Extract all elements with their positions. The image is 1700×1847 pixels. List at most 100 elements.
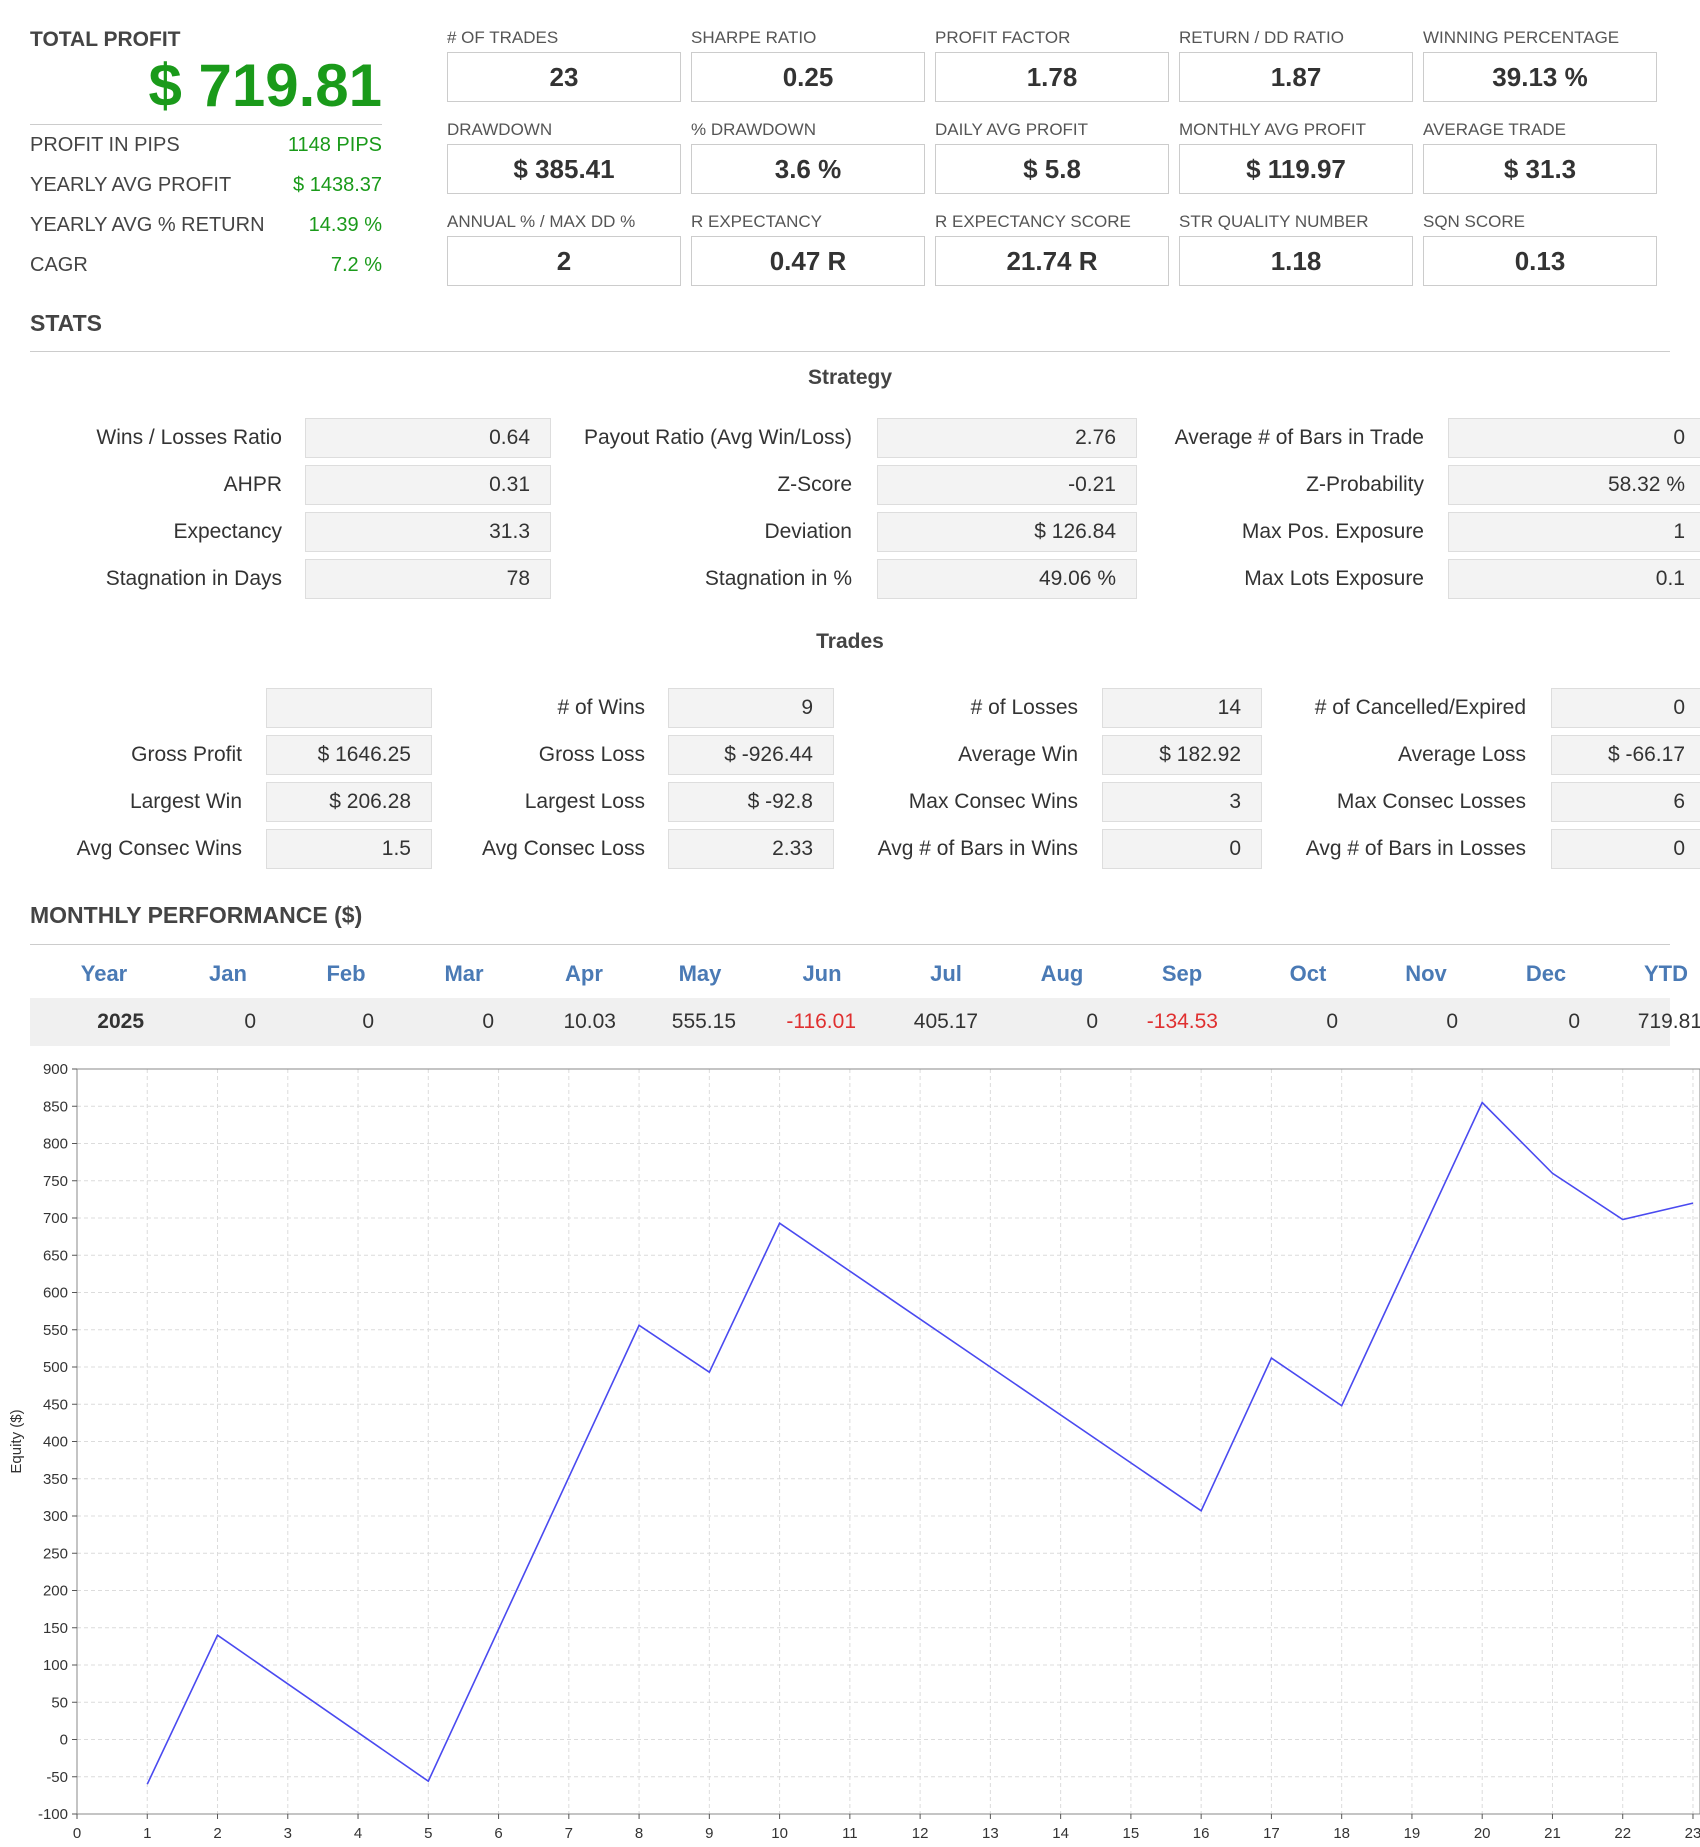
y-tick-label: -50 — [46, 1769, 68, 1786]
metrics-grid: # OF TRADES 23 SHARPE RATIO 0.25 PROFIT FACT… — [447, 28, 1661, 304]
x-tick-label: 22 — [1614, 1825, 1631, 1842]
y-axis-label: Equity ($) — [8, 1409, 25, 1473]
month-year: 2025 — [97, 1010, 144, 1033]
stat-label: Payout Ratio (Avg Win/Loss) — [583, 426, 852, 449]
metric-value: 21.74 R — [935, 236, 1169, 286]
metric-value: 0.25 — [691, 52, 925, 102]
stat-label: Max Lots Exposure — [1244, 567, 1424, 590]
y-tick-label: 150 — [43, 1620, 68, 1637]
x-tick-label: 12 — [912, 1825, 929, 1842]
month-header: Jan — [209, 961, 247, 986]
metric-value: 0.47 R — [691, 236, 925, 286]
metric-label: SQN SCORE — [1423, 212, 1526, 231]
metric-card: MONTHLY AVG PROFIT $ 119.97 — [1179, 120, 1413, 212]
x-tick-label: 8 — [635, 1825, 643, 1842]
stat-label: Stagnation in Days — [105, 567, 282, 590]
stat-value: $ 126.84 — [877, 512, 1137, 552]
summary-label: CAGR — [30, 253, 88, 276]
trade-value: 3 — [1102, 782, 1262, 822]
month-header: YTD — [1644, 961, 1688, 986]
metric-label: DRAWDOWN — [447, 120, 553, 139]
month-header: Dec — [1525, 961, 1567, 986]
y-tick-label: -100 — [38, 1806, 68, 1823]
x-tick-label: 0 — [73, 1825, 81, 1842]
x-tick-label: 3 — [284, 1825, 292, 1842]
metric-card: % DRAWDOWN 3.6 % — [691, 120, 925, 212]
x-tick-label: 17 — [1263, 1825, 1280, 1842]
month-value: -134.53 — [1146, 1010, 1218, 1033]
summary-row: YEARLY AVG PROFIT $ 1438.37 — [30, 165, 382, 205]
trade-value: 2.33 — [668, 829, 834, 869]
trade-label: Avg Consec Loss — [481, 837, 645, 860]
metric-card: STR QUALITY NUMBER 1.18 — [1179, 212, 1413, 304]
y-tick-label: 450 — [43, 1396, 68, 1413]
metric-label: AVERAGE TRADE — [1423, 120, 1566, 139]
trade-value — [266, 688, 432, 728]
trade-value: 0 — [1102, 829, 1262, 869]
stat-label: Z-Probability — [1306, 473, 1424, 496]
stat-value: 58.32 % — [1448, 465, 1700, 505]
month-header: Aug — [1040, 961, 1084, 986]
metric-value: 39.13 % — [1423, 52, 1657, 102]
y-tick-label: 600 — [43, 1285, 68, 1302]
metric-card: RETURN / DD RATIO 1.87 — [1179, 28, 1413, 120]
y-tick-label: 50 — [51, 1694, 68, 1711]
metric-card: AVERAGE TRADE $ 31.3 — [1423, 120, 1657, 212]
x-tick-label: 5 — [424, 1825, 432, 1842]
trade-value: $ 1646.25 — [266, 735, 432, 775]
trade-value: 9 — [668, 688, 834, 728]
summary-label: PROFIT IN PIPS — [30, 133, 180, 156]
stat-label: Stagnation in % — [704, 567, 852, 590]
stat-value: 1 — [1448, 512, 1700, 552]
stat-label: Deviation — [764, 520, 852, 543]
month-value: 0 — [482, 1010, 494, 1033]
metric-card: SHARPE RATIO 0.25 — [691, 28, 925, 120]
metric-card: SQN SCORE 0.13 — [1423, 212, 1657, 304]
total-profit-value: $ 719.81 — [148, 52, 382, 119]
x-tick-label: 14 — [1052, 1825, 1069, 1842]
metric-value: 2 — [447, 236, 681, 286]
month-header: Nov — [1405, 961, 1447, 986]
strategy-title: Strategy — [807, 366, 893, 389]
metric-label: # OF TRADES — [447, 28, 559, 47]
summary-label: YEARLY AVG % RETURN — [30, 213, 265, 236]
y-tick-label: 250 — [43, 1545, 68, 1562]
metric-label: ANNUAL % / MAX DD % — [447, 212, 636, 231]
monthly-row: 2025 0 0 0 10.03 555.15 -116.01 405.17 0 -134.53 0… — [30, 998, 1700, 1046]
trade-label: # of Cancelled/Expired — [1314, 696, 1526, 719]
metric-card: DRAWDOWN $ 385.41 — [447, 120, 681, 212]
metric-value: 3.6 % — [691, 144, 925, 194]
stat-value: 0.1 — [1448, 559, 1700, 599]
metric-card: # OF TRADES 23 — [447, 28, 681, 120]
x-tick-label: 16 — [1193, 1825, 1210, 1842]
summary-value: 7.2 % — [330, 253, 382, 276]
trade-value: $ -92.8 — [668, 782, 834, 822]
month-value: 0 — [1326, 1010, 1338, 1033]
month-header: Apr — [565, 961, 603, 986]
metric-card: WINNING PERCENTAGE 39.13 % — [1423, 28, 1657, 120]
month-header: Year — [80, 961, 128, 986]
metric-value: 23 — [447, 52, 681, 102]
trade-label: Max Consec Losses — [1336, 790, 1526, 813]
stat-value: 0.64 — [305, 418, 551, 458]
x-tick-label: 23 — [1685, 1825, 1700, 1842]
metric-value: 1.87 — [1179, 52, 1413, 102]
trade-value: 14 — [1102, 688, 1262, 728]
divider — [30, 944, 1670, 945]
metric-label: PROFIT FACTOR — [935, 28, 1071, 47]
stat-label: Z-Score — [777, 473, 852, 496]
y-tick-label: 350 — [43, 1471, 68, 1488]
trade-value: 0 — [1551, 829, 1700, 869]
month-value: 719.81 — [1637, 1010, 1700, 1033]
stat-value: 0.31 — [305, 465, 551, 505]
trade-value: $ -66.17 — [1551, 735, 1700, 775]
metric-card: R EXPECTANCY 0.47 R — [691, 212, 925, 304]
summary-value: $ 1438.37 — [293, 173, 382, 196]
trade-value: 0 — [1551, 688, 1700, 728]
summary-row: CAGR 7.2 % — [30, 245, 382, 285]
y-tick-label: 550 — [43, 1322, 68, 1339]
stats-title: STATS — [30, 310, 102, 336]
metric-label: % DRAWDOWN — [691, 120, 816, 139]
month-value: 555.15 — [671, 1010, 736, 1033]
summary-label: YEARLY AVG PROFIT — [30, 173, 232, 196]
